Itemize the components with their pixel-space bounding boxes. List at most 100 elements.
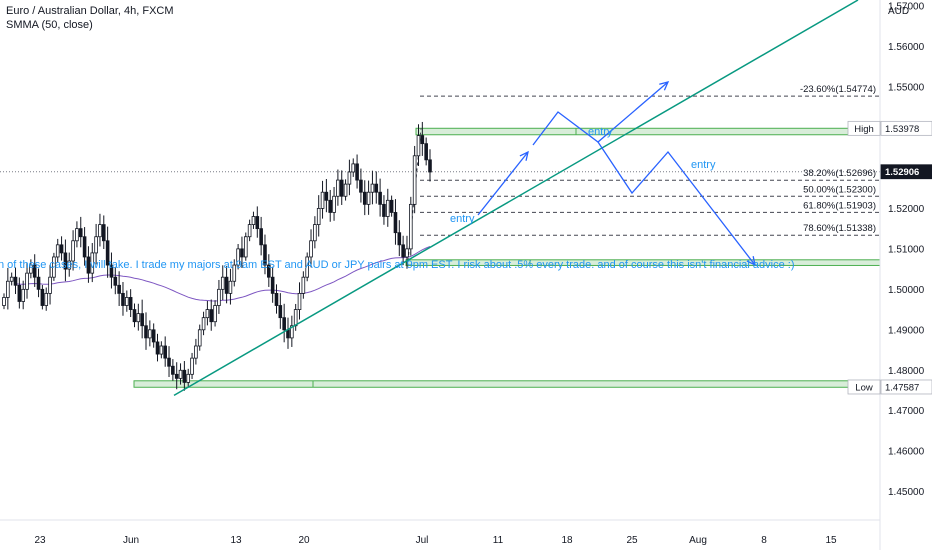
candle — [420, 135, 425, 145]
candle — [313, 224, 317, 242]
candle — [125, 297, 129, 306]
candle — [347, 171, 352, 185]
candle — [144, 325, 148, 339]
candle — [190, 357, 194, 375]
candle — [416, 135, 421, 157]
candle — [148, 329, 152, 339]
candle — [151, 329, 156, 343]
trendline — [173, 0, 859, 397]
candle — [293, 309, 298, 327]
candle — [355, 163, 359, 181]
x-tick-label: 15 — [825, 535, 837, 546]
y-tick-label: 1.45000 — [888, 487, 925, 498]
x-tick-label: 13 — [230, 535, 242, 546]
y-tick-label: 1.56000 — [888, 42, 925, 53]
x-tick-label: 11 — [493, 535, 504, 546]
candle — [401, 244, 405, 258]
candle — [59, 244, 64, 254]
candle — [255, 216, 260, 230]
symbol-title: Euro / Australian Dollar, 4h, FXCM — [6, 5, 174, 17]
candle — [48, 276, 52, 294]
x-tick-label: Jul — [416, 535, 429, 546]
candle — [117, 284, 121, 294]
candle — [243, 236, 248, 258]
candle — [71, 240, 75, 262]
entry-label: entry — [588, 126, 613, 138]
candle — [159, 345, 164, 355]
x-tick-label: 8 — [761, 535, 767, 546]
x-tick-label: 18 — [561, 535, 573, 546]
low-price-tag-label-box — [847, 379, 881, 395]
candle — [240, 248, 244, 258]
candle — [40, 288, 45, 306]
price-axis-unit: AUD — [888, 6, 909, 17]
candle — [324, 191, 329, 201]
candle — [274, 292, 279, 306]
candle — [105, 240, 110, 266]
fib-level-label: 78.60%(1.51338) — [803, 223, 876, 234]
candle — [301, 276, 306, 294]
candle — [67, 260, 72, 270]
candle — [251, 216, 256, 225]
candle — [405, 248, 409, 258]
candle — [90, 252, 95, 274]
candle — [75, 228, 79, 242]
candle — [309, 240, 313, 258]
candle — [297, 292, 302, 310]
candle — [98, 224, 102, 238]
candle — [259, 228, 263, 246]
projection-arrow-bullish-head — [659, 81, 670, 91]
candle — [86, 256, 91, 274]
chart-legend: Euro / Australian Dollar, 4h, FXCM SMMA … — [6, 4, 174, 32]
high-price-tag-value: 1.53978 — [885, 124, 919, 135]
candle — [25, 272, 29, 290]
candle — [6, 280, 10, 298]
resistance-zone — [415, 127, 881, 136]
candle — [351, 163, 356, 173]
candle — [428, 159, 432, 173]
x-tick-label: 23 — [34, 535, 46, 546]
candle — [174, 373, 179, 379]
candle — [140, 313, 144, 327]
candle — [286, 329, 290, 339]
candle — [389, 199, 394, 213]
y-tick-label: 1.46000 — [888, 447, 925, 458]
candle — [393, 212, 398, 234]
candle — [424, 143, 428, 161]
candle — [412, 155, 417, 205]
candle — [378, 191, 382, 205]
projection-arrow-bearish — [597, 141, 756, 266]
candle — [359, 179, 363, 193]
candle — [128, 297, 133, 310]
candle — [155, 341, 160, 355]
candle — [197, 329, 202, 347]
candle — [121, 292, 125, 306]
candle — [213, 305, 217, 323]
last-price-tag-box — [880, 164, 932, 180]
candle — [278, 305, 283, 319]
candle — [17, 284, 22, 302]
entry-label: entry — [691, 159, 716, 171]
candle — [178, 369, 183, 379]
candle — [36, 276, 41, 290]
candle — [236, 248, 240, 266]
candle — [228, 280, 233, 294]
candle — [82, 236, 87, 258]
smma-line — [15, 246, 431, 302]
candle — [94, 236, 98, 254]
y-tick-label: 1.50000 — [888, 285, 925, 296]
entry-label: entry — [450, 213, 475, 225]
y-tick-label: 1.49000 — [888, 325, 925, 336]
candle — [113, 276, 118, 286]
candle — [32, 264, 37, 278]
candle — [385, 199, 390, 217]
candle — [186, 373, 191, 383]
y-tick-label: 1.51000 — [888, 244, 925, 255]
candle — [21, 288, 25, 302]
y-tick-label: 1.57000 — [888, 2, 925, 13]
x-tick-label: Jun — [123, 535, 139, 546]
candle — [209, 309, 214, 323]
candle — [305, 256, 309, 278]
